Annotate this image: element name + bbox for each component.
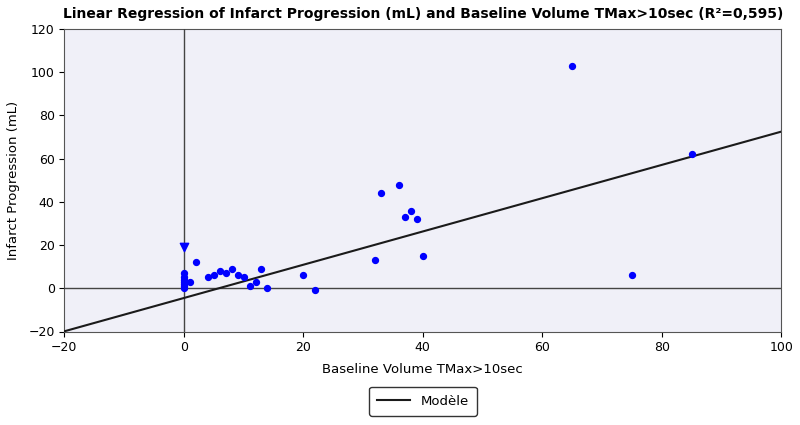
Point	[261, 285, 274, 292]
Point	[309, 287, 322, 294]
Point	[202, 274, 214, 281]
Point	[178, 278, 190, 285]
Point	[374, 190, 387, 197]
Point	[405, 207, 418, 214]
Point	[237, 274, 250, 281]
Point	[626, 272, 638, 279]
Legend: Modèle: Modèle	[369, 387, 477, 416]
Point	[207, 272, 220, 279]
Point	[566, 62, 578, 69]
Title: Linear Regression of Infarct Progression (mL) and Baseline Volume TMax>10sec (R²: Linear Regression of Infarct Progression…	[62, 7, 783, 21]
Point	[214, 268, 226, 275]
Point	[226, 266, 238, 272]
Point	[231, 272, 244, 279]
Point	[178, 270, 190, 277]
Point	[369, 257, 382, 264]
Y-axis label: Infarct Progression (mL): Infarct Progression (mL)	[7, 101, 20, 260]
Point	[398, 214, 411, 221]
Point	[685, 151, 698, 158]
Point	[178, 274, 190, 281]
Point	[178, 244, 190, 251]
Point	[183, 278, 196, 285]
X-axis label: Baseline Volume TMax>10sec: Baseline Volume TMax>10sec	[322, 363, 523, 376]
Point	[219, 270, 232, 277]
Point	[255, 266, 268, 272]
Point	[178, 285, 190, 292]
Point	[178, 283, 190, 289]
Point	[416, 252, 429, 259]
Point	[243, 283, 256, 289]
Point	[190, 259, 202, 266]
Point	[393, 181, 406, 188]
Point	[297, 272, 310, 279]
Point	[410, 216, 423, 223]
Point	[249, 278, 262, 285]
Point	[178, 280, 190, 287]
Point	[178, 276, 190, 283]
